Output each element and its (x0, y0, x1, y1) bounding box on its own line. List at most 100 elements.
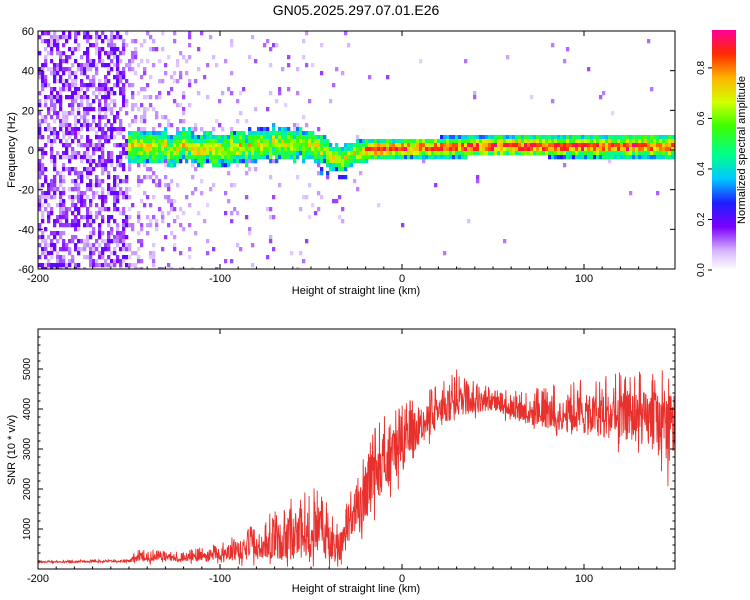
heatmap-cell (47, 263, 51, 268)
heatmap-cell (104, 131, 108, 136)
heatmap-cell (197, 67, 201, 72)
heatmap-cell (251, 143, 255, 148)
heatmap-cell (416, 139, 420, 144)
heatmap-cell (80, 99, 84, 104)
heatmap-cell (170, 123, 174, 128)
heatmap-cell (461, 155, 465, 160)
heatmap-cell (461, 139, 465, 144)
heatmap-cell (317, 147, 321, 152)
heatmap-cell (155, 111, 159, 116)
heatmap-cell (173, 143, 177, 148)
heatmap-cell (155, 151, 159, 156)
heatmap-cell (50, 151, 54, 156)
heatmap-cell (383, 147, 387, 152)
heatmap-cell (314, 135, 318, 140)
heatmap-cell (125, 235, 129, 240)
heatmap-cell (50, 211, 54, 216)
heatmap-cell (182, 135, 186, 140)
heatmap-cell (590, 151, 594, 156)
heatmap-cell (182, 143, 186, 148)
heatmap-cell (308, 155, 312, 160)
heatmap-cell (80, 159, 84, 164)
heatmap-cell (377, 151, 381, 156)
heatmap-cell (86, 235, 90, 240)
heatmap-cell (353, 147, 357, 152)
heatmap-cell (305, 31, 309, 36)
heatmap-cell (68, 131, 72, 136)
heatmap-cell (533, 135, 537, 140)
heatmap-cell (89, 231, 93, 236)
heatmap-cell (182, 227, 186, 232)
heatmap-cell (122, 67, 126, 72)
heatmap-cell (50, 207, 54, 212)
heatmap-cell (50, 267, 54, 269)
heatmap-cell (167, 147, 171, 152)
heatmap-cell (341, 147, 345, 152)
heatmap-cell (344, 31, 348, 36)
heatmap-cell (545, 143, 549, 148)
heatmap-cell (62, 115, 66, 120)
heatmap-cell (200, 191, 204, 196)
heatmap-cell (110, 227, 114, 232)
heatmap-cell (233, 143, 237, 148)
heatmap-cell (86, 159, 90, 164)
heatmap-cell (236, 151, 240, 156)
snr-ylabel: SNR (10 * v/v) (6, 415, 18, 485)
heatmap-cell (74, 39, 78, 44)
heatmap-cell (41, 191, 45, 196)
heatmap-cell (59, 259, 63, 264)
heatmap-cell (626, 151, 630, 156)
heatmap-cell (269, 147, 273, 152)
heatmap-cell (107, 103, 111, 108)
heatmap-cell (74, 183, 78, 188)
heatmap-cell (371, 147, 375, 152)
heatmap-cell (176, 147, 180, 152)
heatmap-cell (74, 47, 78, 52)
heatmap-cell (104, 243, 108, 248)
heatmap-cell (557, 139, 561, 144)
heatmap-cell (119, 59, 123, 64)
heatmap-cell (350, 151, 354, 156)
heatmap-cell (44, 239, 48, 244)
heatmap-cell (89, 59, 93, 64)
heatmap-cell (89, 247, 93, 252)
heatmap-cell (353, 143, 357, 148)
heatmap-cell (548, 143, 552, 148)
heatmap-cell (236, 159, 240, 164)
heatmap-cell (128, 139, 132, 144)
heatmap-cell (98, 155, 102, 160)
heatmap-cell (482, 135, 486, 140)
heatmap-cell (383, 139, 387, 144)
heatmap-cell (266, 255, 270, 260)
heatmap-cell (359, 147, 363, 152)
heatmap-cell (485, 139, 489, 144)
heatmap-cell (593, 147, 597, 152)
heatmap-cell (113, 51, 117, 56)
heatmap-cell (449, 155, 453, 160)
heatmap-cell (56, 171, 60, 176)
heatmap-cell (107, 239, 111, 244)
heatmap-cell (272, 135, 276, 140)
colorbar-tick-label: 0.0 (696, 263, 707, 277)
heatmap-cell (80, 115, 84, 120)
heatmap-cell (647, 139, 651, 144)
heatmap-cell (92, 59, 96, 64)
heatmap-cell (215, 119, 219, 124)
heatmap-cell (56, 151, 60, 156)
heatmap-cell (248, 231, 252, 236)
heatmap-cell (488, 135, 492, 140)
heatmap-cell (98, 79, 102, 84)
heatmap-cell (77, 127, 81, 132)
heatmap-cell (59, 267, 63, 269)
heatmap-cell (338, 215, 342, 220)
y-tick-label: 4000 (22, 397, 33, 420)
heatmap-cell (167, 183, 171, 188)
heatmap-cell (590, 147, 594, 152)
heatmap-cell (335, 155, 339, 160)
heatmap-cell (71, 127, 75, 132)
heatmap-cell (569, 151, 573, 156)
heatmap-cell (158, 155, 162, 160)
heatmap-cell (596, 139, 600, 144)
heatmap-cell (284, 127, 288, 132)
heatmap-cell (158, 207, 162, 212)
